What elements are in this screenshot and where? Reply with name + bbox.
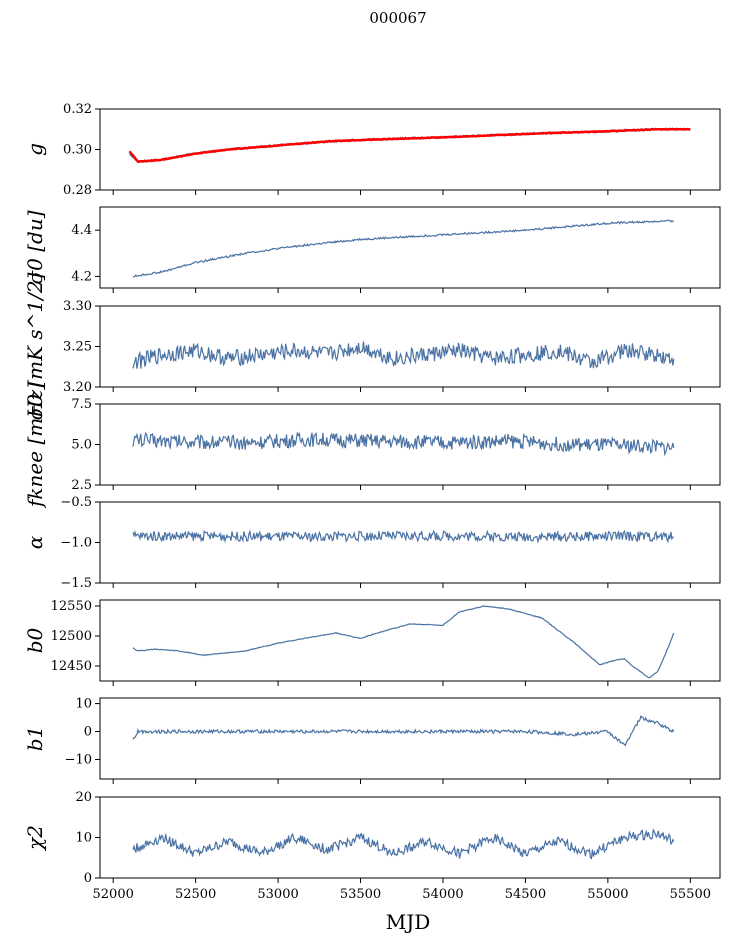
series-line-fknee [132, 431, 675, 457]
x-tick-label: 52000 [93, 887, 134, 902]
y-tick-label: 12550 [51, 599, 92, 614]
x-tick-label: 53500 [340, 887, 381, 902]
y-axis-label: b0 [23, 627, 47, 653]
x-tick-label: 54500 [505, 887, 546, 902]
x-tick-label: 54000 [422, 887, 463, 902]
panel-sigma0: 4.2 4.4 σ0 [du] [23, 206, 721, 293]
series-line-b1 [132, 714, 675, 747]
y-tick-label: −10 [65, 752, 92, 767]
y-tick-label: 4.4 [71, 223, 92, 238]
panel-b1: −10 0 10 b1 [23, 697, 721, 784]
series-line-b0 [132, 605, 675, 679]
y-axis-label: σ0 [mK s^1/2] [23, 272, 47, 420]
y-tick-label: 12500 [51, 629, 92, 644]
y-axis-label: σ0 [du] [23, 210, 47, 284]
y-tick-label: −1.0 [60, 536, 92, 551]
y-tick-label: 3.25 [63, 340, 92, 355]
series-line-sigma0 [132, 219, 674, 278]
axes-frame [99, 697, 721, 780]
panel-fknee: 2.5 5.0 7.5 fknee [mHz] [23, 382, 721, 509]
y-tick-label: −1.5 [60, 576, 92, 591]
panels: 0.28 0.30 0.32 g 4.2 4.4 σ0 [du] 3.20 3.25 3.30 σ0… [23, 102, 721, 902]
y-tick-label: 20 [75, 790, 92, 805]
series-line-g-fit [128, 127, 691, 164]
x-tick-label: 53000 [257, 887, 298, 902]
y-tick-label: 0.32 [63, 102, 92, 117]
y-axis-label: χ2 [23, 825, 47, 852]
y-axis-label: fknee [mHz] [23, 382, 47, 509]
axes-frame [99, 501, 721, 584]
panel-g: 0.28 0.30 0.32 g [23, 102, 721, 198]
x-tick-label: 55500 [670, 887, 711, 902]
y-axis-label: α [23, 535, 47, 549]
panel-chi2: 0 10 20 52000 52500 53000 53500 54000 54500 55000… [23, 790, 721, 902]
axes-frame [99, 599, 721, 682]
y-tick-label: 12450 [51, 659, 92, 674]
y-tick-label: 5.0 [71, 438, 92, 453]
y-tick-label: 0.30 [63, 143, 92, 158]
x-tick-label: 52500 [175, 887, 216, 902]
y-tick-label: 7.5 [71, 397, 92, 412]
y-tick-label: 0 [84, 871, 92, 886]
axes-frame [99, 796, 721, 879]
y-tick-label: 10 [75, 697, 92, 712]
y-tick-label: 2.5 [71, 478, 92, 493]
panel-sigma0_mk: 3.20 3.25 3.30 σ0 [mK s^1/2] [23, 272, 721, 420]
x-axis-label: MJD [386, 910, 431, 934]
y-tick-label: 3.20 [63, 380, 92, 395]
y-tick-label: −0.5 [60, 495, 92, 510]
y-axis-label: b1 [23, 726, 47, 752]
x-tick-label: 55000 [587, 887, 628, 902]
axes-frame [99, 206, 721, 289]
figure-title: 000067 [369, 9, 426, 27]
y-tick-label: 10 [75, 831, 92, 846]
y-axis-label: g [23, 143, 47, 156]
series-line-g [129, 127, 691, 164]
y-tick-label: 3.30 [63, 299, 92, 314]
series-line-alpha [132, 529, 675, 544]
axes-frame [99, 108, 721, 191]
panel-alpha: −1.5 −1.0 −0.5 α [23, 495, 721, 591]
series-line-chi2 [132, 828, 675, 860]
y-tick-label: 4.2 [71, 269, 92, 284]
panel-b0: 12450 12500 12550 b0 [23, 599, 721, 686]
y-tick-label: 0.28 [63, 183, 92, 198]
y-tick-label: 0 [84, 725, 92, 740]
series-line-sigma0_mk [132, 341, 675, 369]
